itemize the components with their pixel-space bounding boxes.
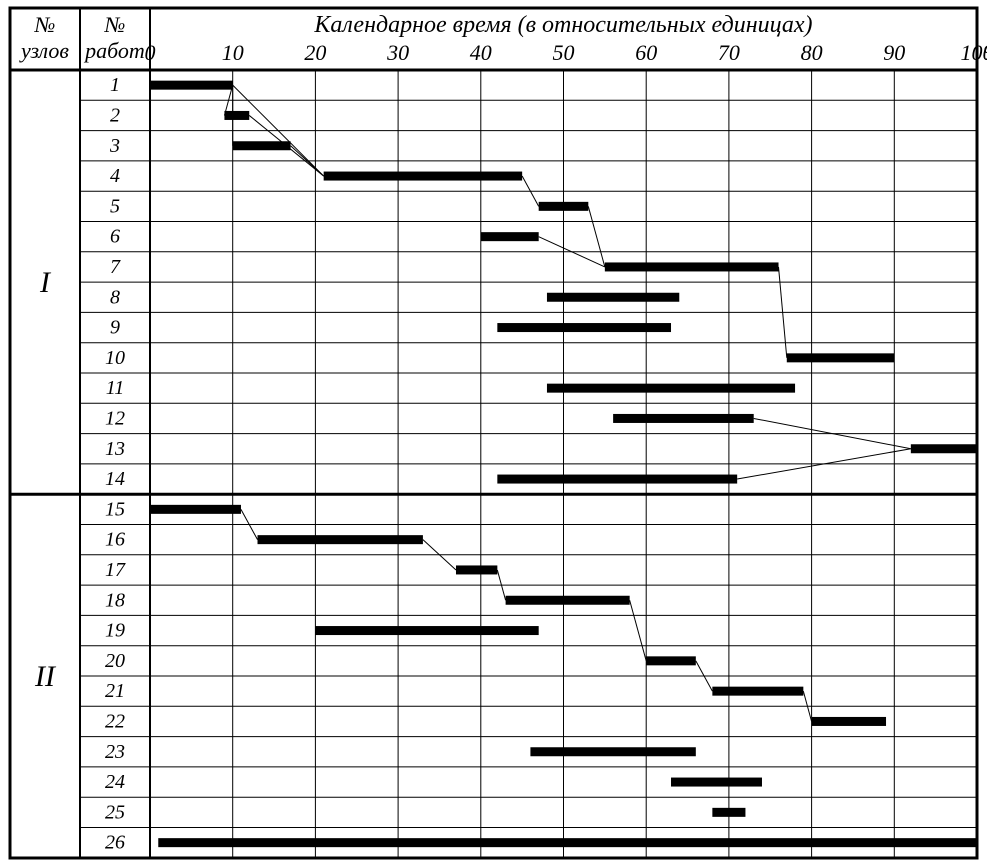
- gantt-bar: [324, 172, 522, 181]
- gantt-bar: [671, 778, 762, 787]
- gantt-bar: [315, 626, 538, 635]
- axis-tick-label: 10: [222, 40, 244, 65]
- group-label: I: [39, 266, 52, 299]
- row-label: 2: [110, 104, 120, 126]
- gantt-bar: [911, 444, 977, 453]
- axis-tick-label: 80: [801, 40, 823, 65]
- col-header-nodes-2: узлов: [19, 38, 69, 63]
- gantt-bar: [497, 323, 671, 332]
- col-header-nodes: №: [34, 12, 56, 37]
- row-label: 24: [105, 771, 125, 793]
- axis-tick-label: 30: [386, 40, 409, 65]
- row-label: 16: [105, 529, 125, 551]
- row-label: 15: [105, 498, 125, 520]
- axis-tick-label: 50: [553, 40, 575, 65]
- row-label: 21: [105, 680, 125, 702]
- row-label: 1: [110, 74, 120, 96]
- col-header-works: №: [104, 12, 126, 37]
- dependency-link: [630, 600, 647, 661]
- gantt-bar: [787, 353, 895, 362]
- gantt-bar: [539, 202, 589, 211]
- axis-tick-label: 90: [883, 40, 905, 65]
- gantt-bar: [158, 838, 977, 847]
- row-label: 7: [110, 256, 121, 278]
- gantt-bar: [605, 262, 779, 271]
- axis-tick-label: 60: [635, 40, 657, 65]
- row-label: 14: [105, 468, 125, 490]
- row-label: 6: [110, 226, 120, 248]
- gantt-bar: [812, 717, 886, 726]
- row-label: 22: [105, 710, 125, 732]
- gantt-bar: [646, 656, 696, 665]
- row-label: 18: [105, 589, 125, 611]
- row-label: 11: [106, 377, 125, 399]
- dependency-link: [588, 206, 605, 267]
- chart-title: Календарное время (в относительных едини…: [313, 12, 812, 38]
- gantt-bar: [481, 232, 539, 241]
- axis-percent-suffix: %: [983, 40, 987, 65]
- gantt-bar: [547, 384, 795, 393]
- row-label: 8: [110, 286, 120, 308]
- row-label: 9: [110, 317, 120, 339]
- axis-tick-label: 0: [145, 40, 156, 65]
- row-label: 12: [105, 407, 125, 429]
- gantt-bar: [506, 596, 630, 605]
- gantt-bar: [613, 414, 754, 423]
- gantt-bar: [224, 111, 249, 120]
- col-header-works-2: работ: [83, 38, 145, 63]
- gantt-chart: 0102030405060708090100%№узлов№работКален…: [0, 0, 987, 867]
- gantt-bar: [497, 475, 737, 484]
- row-label: 25: [105, 801, 125, 823]
- gantt-bar: [150, 505, 241, 514]
- row-label: 4: [110, 165, 120, 187]
- row-label: 19: [105, 620, 125, 642]
- gantt-bar: [547, 293, 679, 302]
- gantt-bar: [530, 747, 695, 756]
- group-label: II: [34, 660, 57, 693]
- row-label: 3: [109, 135, 120, 157]
- gantt-bar: [712, 687, 803, 696]
- row-label: 5: [110, 195, 120, 217]
- gantt-svg: 0102030405060708090100%№узлов№работКален…: [0, 0, 987, 867]
- gantt-bar: [150, 81, 233, 90]
- gantt-bar: [456, 565, 497, 574]
- gantt-bar: [712, 808, 745, 817]
- row-label: 10: [105, 347, 125, 369]
- gantt-bar: [258, 535, 423, 544]
- axis-tick-label: 20: [304, 40, 326, 65]
- row-label: 26: [105, 832, 125, 854]
- row-label: 20: [105, 650, 125, 672]
- gantt-bar: [233, 141, 291, 150]
- axis-tick-label: 70: [718, 40, 740, 65]
- axis-tick-label: 40: [470, 40, 492, 65]
- row-label: 13: [105, 438, 125, 460]
- row-label: 17: [105, 559, 126, 581]
- row-label: 23: [105, 741, 125, 763]
